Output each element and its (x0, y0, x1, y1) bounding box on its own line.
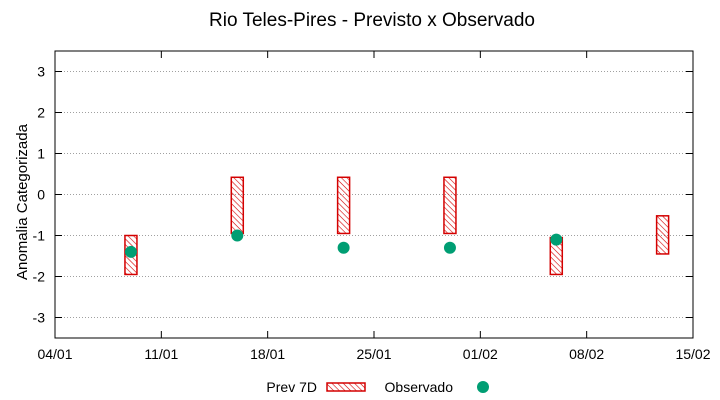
y-tick-label: 3 (37, 64, 45, 80)
legend: Prev 7D Observado (266, 379, 489, 395)
y-axis-label: Anomalia Categorizada (14, 123, 31, 280)
x-tick-label: 01/02 (463, 346, 498, 362)
plot-border (54, 50, 694, 339)
observed-points (124, 229, 563, 258)
forecast-bar (655, 215, 670, 255)
observed-point (124, 245, 137, 258)
forecast-bar (443, 176, 457, 235)
legend-label: Observado (385, 379, 454, 395)
grid-lines (55, 71, 693, 318)
x-tick-label: 04/01 (37, 346, 72, 362)
legend-swatch (326, 382, 366, 392)
axes: -3 -2 -1 0 1 2 3 04/01 11/01 18/01 25/01 01/02 08/02… (33, 50, 711, 362)
x-tick-label: 08/02 (569, 346, 604, 362)
y-tick-label: -2 (33, 269, 46, 285)
y-tick-label: 1 (37, 146, 45, 162)
x-tick-label: 15/02 (675, 346, 710, 362)
x-tick-label: 18/01 (250, 346, 285, 362)
forecast-bar (230, 176, 245, 235)
legend-label: Prev 7D (266, 379, 317, 395)
y-tick-label: 2 (37, 105, 45, 121)
x-tick-label: 11/01 (144, 346, 178, 362)
chart-title: Rio Teles-Pires - Previsto x Observado (209, 10, 535, 31)
observed-point (443, 241, 456, 254)
x-tick-label: 25/01 (356, 346, 391, 362)
forecast-bar (336, 176, 351, 235)
observed-point (550, 233, 563, 246)
y-tick-label: -1 (33, 228, 46, 244)
y-tick-label: 0 (37, 187, 45, 203)
y-tick-label: -3 (33, 310, 46, 326)
forecast-bars (124, 176, 670, 276)
observed-point (337, 241, 350, 254)
legend-swatch (477, 381, 489, 393)
observed-point (231, 229, 244, 242)
